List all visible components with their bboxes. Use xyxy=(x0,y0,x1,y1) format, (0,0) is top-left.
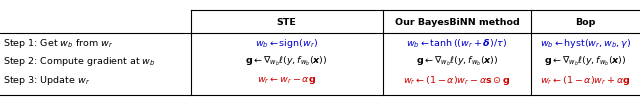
Text: $\mathit{w}_r \leftarrow (1-\alpha)\mathit{w}_r + \alpha\mathbf{g}$: $\mathit{w}_r \leftarrow (1-\alpha)\math… xyxy=(540,74,631,87)
Text: STE: STE xyxy=(276,18,297,27)
Text: $\mathbf{g} \leftarrow \nabla_{\mathit{w}_b}\ell(y, f_{\mathit{w}_b}(\boldsymbol: $\mathbf{g} \leftarrow \nabla_{\mathit{w… xyxy=(416,54,498,68)
Text: $\mathbf{g} \leftarrow \nabla_{\mathit{w}_b}\ell(y, f_{\mathit{w}_b}(\boldsymbol: $\mathbf{g} \leftarrow \nabla_{\mathit{w… xyxy=(545,54,627,68)
Text: Step 2: Compute gradient at $\mathit{w}_b$: Step 2: Compute gradient at $\mathit{w}_… xyxy=(3,55,156,68)
Text: $\mathit{w}_b \leftarrow \mathrm{sign}(\mathit{w}_r)$: $\mathit{w}_b \leftarrow \mathrm{sign}(\… xyxy=(255,37,318,50)
Text: $\mathit{w}_r \leftarrow \mathit{w}_r - \alpha\mathbf{g}$: $\mathit{w}_r \leftarrow \mathit{w}_r - … xyxy=(257,75,316,86)
Text: $\mathbf{g} \leftarrow \nabla_{\mathit{w}_b}\ell(y, f_{\mathit{w}_b}(\boldsymbol: $\mathbf{g} \leftarrow \nabla_{\mathit{w… xyxy=(246,54,328,68)
Text: $\mathit{w}_b \leftarrow \mathrm{tanh}\,((\mathit{w}_r + \boldsymbol{\delta})/\t: $\mathit{w}_b \leftarrow \mathrm{tanh}\,… xyxy=(406,37,508,50)
Text: $\mathit{w}_b \leftarrow \mathrm{hyst}(\mathit{w}_r, \mathit{w}_b, \gamma)$: $\mathit{w}_b \leftarrow \mathrm{hyst}(\… xyxy=(540,37,631,50)
Text: Our BayesBiNN method: Our BayesBiNN method xyxy=(395,18,519,27)
Text: Step 1: Get $\mathit{w}_b$ from $\mathit{w}_r$: Step 1: Get $\mathit{w}_b$ from $\mathit… xyxy=(3,37,113,50)
Text: $\mathit{w}_r \leftarrow (1-\alpha)\mathit{w}_r - \alpha\mathbf{s} \odot \mathbf: $\mathit{w}_r \leftarrow (1-\alpha)\math… xyxy=(403,74,511,87)
Text: Bop: Bop xyxy=(575,18,596,27)
Text: Step 3: Update $\mathit{w}_r$: Step 3: Update $\mathit{w}_r$ xyxy=(3,74,90,87)
